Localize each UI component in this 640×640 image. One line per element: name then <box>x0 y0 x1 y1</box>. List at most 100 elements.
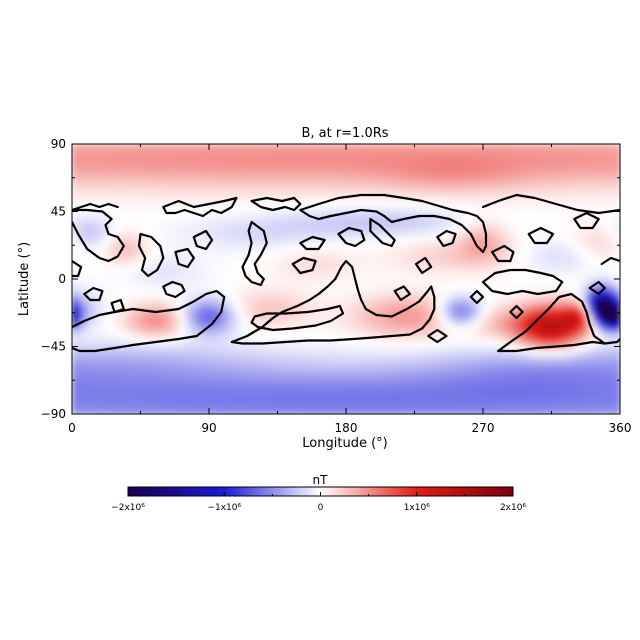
field-cell <box>154 252 160 258</box>
field-cell <box>126 243 132 249</box>
field-cell <box>145 207 151 213</box>
field-cell <box>597 265 603 271</box>
field-cell <box>537 153 543 159</box>
field-cell <box>615 225 620 231</box>
field-cell <box>113 252 119 258</box>
field-cell <box>131 180 137 186</box>
field-cell <box>332 247 338 253</box>
field-cell <box>99 306 105 312</box>
field-cell <box>149 202 155 208</box>
field-cell <box>145 202 151 208</box>
field-cell <box>464 288 470 294</box>
field-cell <box>272 153 279 159</box>
field-cell <box>610 324 617 330</box>
field-cell <box>186 265 192 271</box>
field-cell <box>469 171 475 177</box>
field-cell <box>282 292 288 298</box>
field-cell <box>565 166 571 172</box>
field-cell <box>346 166 352 172</box>
field-cell <box>318 265 324 271</box>
field-cell <box>145 274 151 280</box>
field-cell <box>519 292 525 298</box>
field-cell <box>72 315 78 321</box>
field-cell <box>409 234 416 240</box>
field-cell <box>355 207 361 213</box>
field-cell <box>350 274 356 280</box>
field-cell <box>240 301 247 307</box>
field-cell <box>213 301 219 307</box>
field-cell <box>455 207 461 213</box>
field-cell <box>574 292 580 298</box>
field-cell <box>505 315 511 321</box>
field-cell <box>451 166 457 172</box>
field-cell <box>76 306 82 312</box>
field-cell <box>222 297 228 303</box>
field-cell <box>154 207 160 213</box>
field-cell <box>496 207 502 213</box>
field-cell <box>556 252 562 258</box>
field-cell <box>131 157 137 163</box>
field-cell <box>528 207 534 213</box>
field-cell <box>364 292 370 298</box>
field-cell <box>240 198 247 204</box>
field-cell <box>327 180 333 186</box>
field-cell <box>391 202 397 208</box>
field-cell <box>578 297 585 303</box>
field-cell <box>432 211 438 217</box>
field-cell <box>505 207 511 213</box>
field-cell <box>346 306 352 312</box>
field-cell <box>85 189 91 195</box>
field-cell <box>236 292 242 298</box>
field-cell <box>199 189 206 195</box>
field-cell <box>373 270 379 276</box>
field-cell <box>332 306 338 312</box>
field-cell <box>373 229 379 235</box>
field-cell <box>469 310 475 316</box>
field-cell <box>455 157 461 163</box>
field-cell <box>103 297 110 303</box>
field-cell <box>492 238 498 244</box>
field-cell <box>309 261 315 267</box>
field-cell <box>473 211 480 217</box>
field-cell <box>578 315 585 321</box>
field-cell <box>282 184 288 190</box>
field-cell <box>428 292 434 298</box>
field-cell <box>277 315 283 321</box>
field-cell <box>286 274 292 280</box>
field-cell <box>578 283 585 289</box>
field-cell <box>565 144 571 150</box>
field-cell <box>574 319 580 325</box>
field-cell <box>391 319 397 325</box>
field-cell <box>414 211 420 217</box>
field-cell <box>309 328 315 334</box>
field-cell <box>400 202 406 208</box>
field-cell <box>314 306 320 312</box>
field-cell <box>551 319 557 325</box>
field-cell <box>501 153 507 159</box>
field-cell <box>117 319 123 325</box>
field-cell <box>163 301 169 307</box>
field-cell <box>149 261 155 267</box>
field-cell <box>177 207 183 213</box>
field-cell <box>94 157 100 163</box>
field-cell <box>583 220 589 226</box>
field-cell <box>213 256 219 262</box>
field-cell <box>592 310 598 316</box>
field-cell <box>551 229 557 235</box>
field-cell <box>282 288 288 294</box>
field-cell <box>368 211 374 217</box>
field-cell <box>231 252 237 258</box>
field-cell <box>327 297 333 303</box>
field-cell <box>304 252 311 258</box>
field-cell <box>163 175 169 181</box>
field-cell <box>204 306 210 312</box>
field-cell <box>597 180 603 186</box>
field-cell <box>391 265 397 271</box>
field-cell <box>546 288 553 294</box>
field-cell <box>437 193 443 199</box>
field-cell <box>432 216 438 222</box>
field-cell <box>323 198 329 204</box>
field-cell <box>546 207 553 213</box>
field-cell <box>528 171 534 177</box>
field-cell <box>291 288 297 294</box>
